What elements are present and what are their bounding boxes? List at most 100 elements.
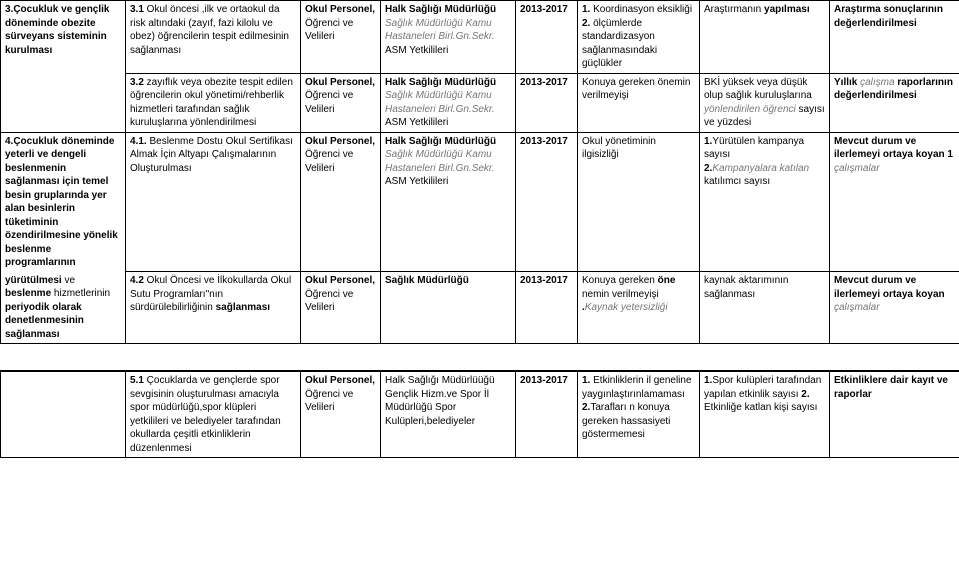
- text: Okul Personel,: [305, 4, 375, 15]
- cell-partners: Halk Sağlığı Müdürlüüğü Gençlik Hizm.ve …: [381, 371, 516, 458]
- text: Etkinliğe katlan kişi sayısı: [704, 402, 817, 413]
- text: Velileri: [305, 104, 334, 115]
- cell-objective: [1, 371, 126, 458]
- cell-issues: 1. Etkinliklerin il geneline yaygınlaştı…: [578, 371, 700, 458]
- text: Konuya gereken önemin verilmeyişi: [582, 77, 690, 102]
- text: Öğrenci ve: [305, 18, 353, 29]
- text: Sağlık Müdürlüğü Kamu: [385, 90, 492, 101]
- text: periyodik olarak denetlenmesinin sağlanm…: [5, 302, 84, 340]
- text: ASM Yetkilileri: [385, 117, 448, 128]
- text: Hastaneleri Birl.Gn.Sekr.: [385, 104, 495, 115]
- text: Yürütülen kampanya sayısı: [704, 136, 804, 161]
- text: Kampanyalara katılan: [712, 163, 809, 174]
- text: Velileri: [305, 31, 334, 42]
- cell-responsible: Okul Personel, Öğrenci ve Velileri: [301, 272, 381, 344]
- text: Mevcut durum ve ilerlemeyi ortaya koyan …: [834, 136, 953, 161]
- text: Velileri: [305, 402, 334, 413]
- text: 4.2: [130, 275, 144, 286]
- cell-partners: Sağlık Müdürlüğü: [381, 272, 516, 344]
- text: Kaynak yetersizliği: [585, 302, 668, 313]
- text: ölçümlerde standardizasyon sağlanmasında…: [582, 18, 657, 70]
- text: Araştırma sonuçlarının değerlendirilmesi: [834, 4, 943, 29]
- text: Okul Personel,: [305, 375, 375, 386]
- text: 3.1: [130, 4, 144, 15]
- cell-issues: Okul yönetiminin ilgisizliği: [578, 132, 700, 272]
- cell-years: 2013-2017: [516, 73, 578, 132]
- text: Velileri: [305, 302, 334, 313]
- cell-indicator: BKİ yüksek veya düşük olup sağlık kurulu…: [700, 73, 830, 132]
- cell-objective: yürütülmesi ve beslenme hizmetlerinin pe…: [1, 272, 126, 344]
- text: Çocuklarda ve gençlerde spor sevgisinin …: [130, 375, 281, 454]
- text: 5.1: [130, 375, 144, 386]
- text: 3.Çocukluk ve gençlik döneminde obezite …: [5, 4, 110, 56]
- cell-partners: Halk Sağlığı Müdürlüğü Sağlık Müdürlüğü …: [381, 73, 516, 132]
- table-row: yürütülmesi ve beslenme hizmetlerinin pe…: [1, 272, 959, 344]
- cell-activity: 4.1. Beslenme Dostu Okul Sertifikası Alm…: [126, 132, 301, 272]
- cell-evaluation: Etkinliklere dair kayıt ve raporlar: [830, 371, 959, 458]
- text: 3.2: [130, 77, 144, 88]
- text: öne: [658, 275, 676, 286]
- text: 4.Çocukluk döneminde yeterli ve dengeli …: [5, 136, 118, 269]
- text: Mevcut durum ve ilerlemeyi ortaya koyan: [834, 275, 945, 300]
- text: Gençlik Hizm.ve Spor İl: [385, 389, 489, 400]
- cell-issues: 1. Koordinasyon eksikliği 2. ölçümlerde …: [578, 1, 700, 74]
- table-row: 4.Çocukluk döneminde yeterli ve dengeli …: [1, 132, 959, 272]
- text: sağlanması: [216, 302, 270, 313]
- spacer-row: [1, 344, 959, 372]
- text: 4.1.: [130, 136, 147, 147]
- cell-years: 2013-2017: [516, 371, 578, 458]
- text: Koordinasyon eksikliği: [590, 4, 692, 15]
- text: ve: [62, 275, 75, 286]
- planning-table: 3.Çocukluk ve gençlik döneminde obezite …: [0, 0, 959, 458]
- text: Halk Sağlığı Müdürlüüğü: [385, 375, 495, 386]
- text: yapılması: [764, 4, 810, 15]
- text: Öğrenci ve: [305, 289, 353, 300]
- cell-issues: Konuya gereken öne nemin verilmeyişi .Ka…: [578, 272, 700, 344]
- text: Okul öncesi ,ilk ve ortaokul da risk alt…: [130, 4, 289, 56]
- cell-evaluation: Mevcut durum ve ilerlemeyi ortaya koyan …: [830, 272, 959, 344]
- cell-activity: 3.2 zayıflık veya obezite tespit edilen …: [126, 73, 301, 132]
- text: Okul Personel,: [305, 275, 375, 286]
- text: Tarafları n konuya gereken hassasiyeti g…: [582, 402, 670, 440]
- text: Öğrenci ve: [305, 149, 353, 160]
- text: Sağlık Müdürlüğü Kamu: [385, 18, 492, 29]
- text: Halk Sağlığı Müdürlüğü: [385, 4, 496, 15]
- cell-partners: Halk Sağlığı Müdürlüğü Sağlık Müdürlüğü …: [381, 132, 516, 272]
- text: Müdürlüğü Spor: [385, 402, 456, 413]
- text: Öğrenci ve: [305, 90, 353, 101]
- cell-objective: 3.Çocukluk ve gençlik döneminde obezite …: [1, 1, 126, 133]
- cell-responsible: Okul Personel, Öğrenci ve Velileri: [301, 1, 381, 74]
- text: çalışma: [860, 77, 894, 88]
- cell-activity: 4.2 Okul Öncesi ve İlkokullarda Okul Sut…: [126, 272, 301, 344]
- cell-years: 2013-2017: [516, 132, 578, 272]
- text: Hastaneleri Birl.Gn.Sekr.: [385, 31, 495, 42]
- text: Etkinliklerin il geneline yaygınlaştırın…: [582, 375, 692, 400]
- cell-activity: 3.1 Okul öncesi ,ilk ve ortaokul da risk…: [126, 1, 301, 74]
- text: hizmetlerinin: [51, 288, 110, 299]
- table-row: 3.Çocukluk ve gençlik döneminde obezite …: [1, 1, 959, 74]
- text: Velileri: [305, 163, 334, 174]
- text: Hastaneleri Birl.Gn.Sekr.: [385, 163, 495, 174]
- text: ASM Yetkilileri: [385, 176, 448, 187]
- text: çalışmalar: [834, 163, 880, 174]
- text: Okul Personel,: [305, 136, 375, 147]
- cell-years: 2013-2017: [516, 272, 578, 344]
- text: yürütülmesi: [5, 275, 62, 286]
- text: zayıflık veya obezite tespit edilen öğre…: [130, 77, 293, 129]
- text: kaynak aktarımının sağlanması: [704, 275, 788, 300]
- cell-evaluation: Araştırma sonuçlarının değerlendirilmesi: [830, 1, 959, 74]
- text: Araştırmanın: [704, 4, 764, 15]
- text: Halk Sağlığı Müdürlüğü: [385, 136, 496, 147]
- text: katılımcı sayısı: [704, 176, 770, 187]
- text: Beslenme Dostu Okul Sertifikası Almak İç…: [130, 136, 293, 174]
- cell-partners: Halk Sağlığı Müdürlüğü Sağlık Müdürlüğü …: [381, 1, 516, 74]
- cell-indicator: 1.Yürütülen kampanya sayısı 2.Kampanyala…: [700, 132, 830, 272]
- cell-indicator: Araştırmanın yapılması: [700, 1, 830, 74]
- cell-activity: 5.1 Çocuklarda ve gençlerde spor sevgisi…: [126, 371, 301, 458]
- text: Etkinliklere dair kayıt ve raporlar: [834, 375, 948, 400]
- text: yönlendirilen öğrenci: [704, 104, 796, 115]
- cell-issues: Konuya gereken önemin verilmeyişi: [578, 73, 700, 132]
- text: Halk Sağlığı Müdürlüğü: [385, 77, 496, 88]
- cell-responsible: Okul Personel, Öğrenci ve Velileri: [301, 132, 381, 272]
- text: 2.: [801, 389, 809, 400]
